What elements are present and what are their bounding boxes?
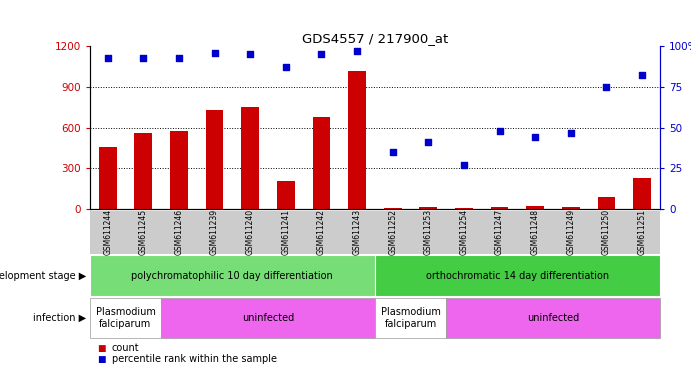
Text: development stage ▶: development stage ▶	[0, 271, 86, 281]
Text: uninfected: uninfected	[242, 313, 294, 323]
Point	[316, 51, 327, 57]
Text: ■: ■	[97, 355, 105, 364]
Text: infection ▶: infection ▶	[33, 313, 86, 323]
Point	[281, 64, 292, 70]
Point	[352, 48, 363, 54]
Bar	[455, 208, 473, 209]
Text: GSM611253: GSM611253	[424, 209, 433, 255]
Point	[209, 50, 220, 56]
Text: GSM611240: GSM611240	[246, 209, 255, 255]
Text: Plasmodium
falciparum: Plasmodium falciparum	[95, 307, 155, 329]
Bar	[527, 206, 544, 209]
Text: GSM611252: GSM611252	[388, 209, 397, 255]
Text: Plasmodium
falciparum: Plasmodium falciparum	[381, 307, 440, 329]
Bar	[170, 131, 188, 209]
Point	[636, 73, 647, 79]
Text: count: count	[112, 343, 140, 353]
Bar	[312, 117, 330, 209]
Point	[530, 134, 541, 141]
Text: GSM611248: GSM611248	[531, 209, 540, 255]
Bar	[134, 133, 152, 209]
Text: orthochromatic 14 day differentiation: orthochromatic 14 day differentiation	[426, 271, 609, 281]
Point	[173, 55, 184, 61]
Bar	[348, 71, 366, 209]
Point	[138, 55, 149, 61]
Text: GSM611241: GSM611241	[281, 209, 290, 255]
Point	[102, 55, 113, 61]
Bar	[419, 207, 437, 209]
Text: GSM611250: GSM611250	[602, 209, 611, 255]
Text: percentile rank within the sample: percentile rank within the sample	[112, 354, 277, 364]
Point	[565, 129, 576, 136]
Bar	[598, 197, 616, 209]
Bar	[277, 181, 294, 209]
Bar	[99, 147, 117, 209]
Point	[458, 162, 469, 168]
Text: GSM611243: GSM611243	[352, 209, 361, 255]
Text: GSM611254: GSM611254	[460, 209, 468, 255]
Point	[245, 51, 256, 57]
Text: uninfected: uninfected	[527, 313, 579, 323]
Text: GSM611242: GSM611242	[317, 209, 326, 255]
Text: GSM611245: GSM611245	[139, 209, 148, 255]
Title: GDS4557 / 217900_at: GDS4557 / 217900_at	[302, 32, 448, 45]
Text: ■: ■	[97, 344, 105, 353]
Text: GSM611249: GSM611249	[567, 209, 576, 255]
Bar	[241, 107, 259, 209]
Text: polychromatophilic 10 day differentiation: polychromatophilic 10 day differentiatio…	[131, 271, 333, 281]
Bar	[206, 110, 223, 209]
Text: GSM611244: GSM611244	[103, 209, 112, 255]
Bar	[633, 178, 651, 209]
Bar	[491, 207, 509, 209]
Text: GSM611247: GSM611247	[495, 209, 504, 255]
Bar	[384, 208, 401, 209]
Bar	[562, 207, 580, 209]
Point	[387, 149, 398, 155]
Text: GSM611246: GSM611246	[174, 209, 183, 255]
Point	[423, 139, 434, 146]
Point	[494, 128, 505, 134]
Text: GSM611251: GSM611251	[638, 209, 647, 255]
Text: GSM611239: GSM611239	[210, 209, 219, 255]
Point	[601, 84, 612, 90]
